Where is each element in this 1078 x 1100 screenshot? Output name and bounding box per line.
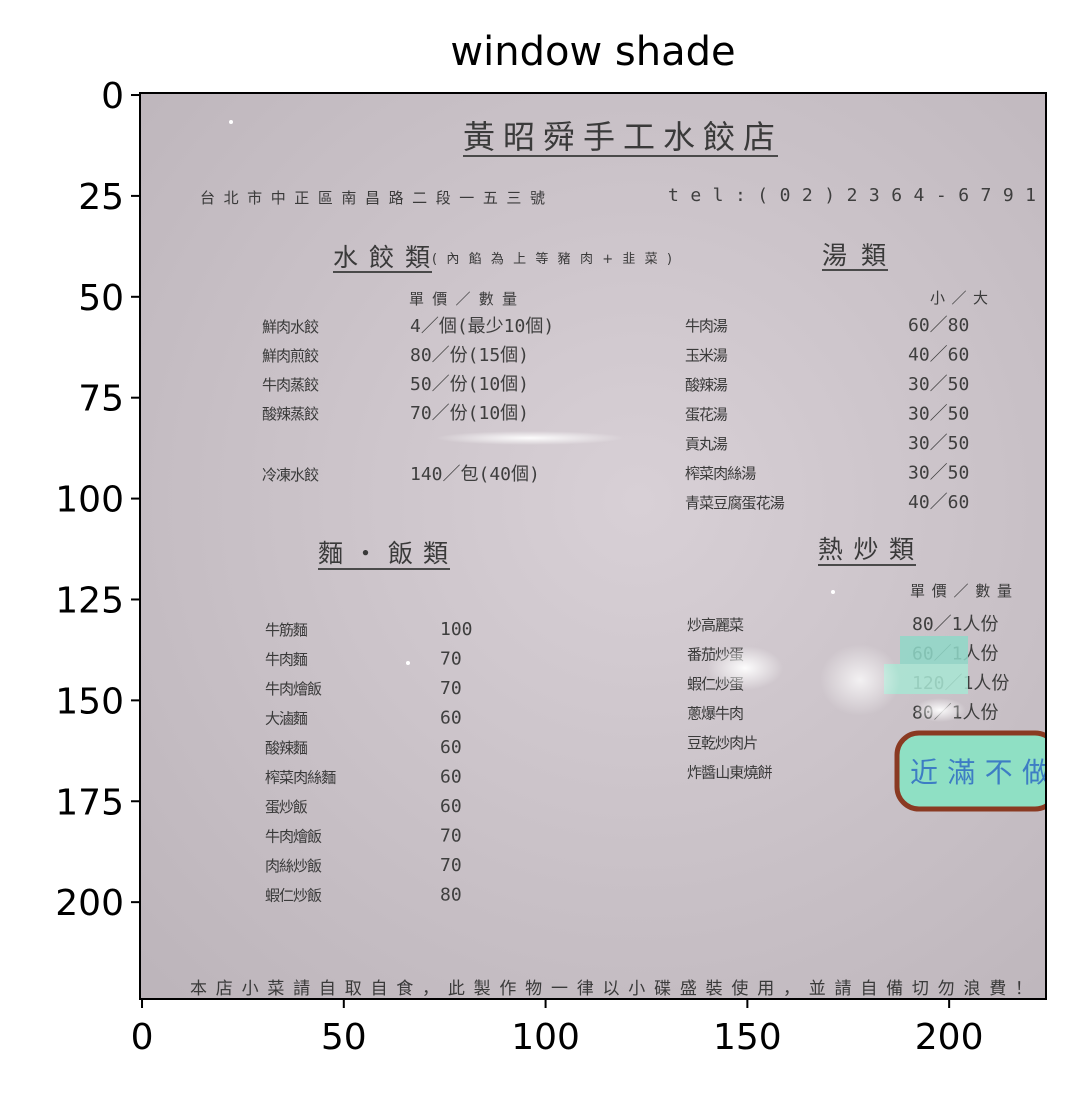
x-tick-label: 100: [511, 1017, 580, 1058]
menu-item-price: 100: [440, 619, 473, 640]
y-tick-label: 25: [78, 177, 124, 218]
menu-item-price: 30／50: [908, 404, 969, 425]
menu-item-name: 酸辣蒸餃: [262, 405, 319, 423]
y-tick-label: 75: [78, 379, 124, 420]
menu-item-price: 80／份(15個): [410, 345, 529, 366]
menu-item-price: 70／份(10個): [410, 403, 529, 424]
price-patch: [900, 636, 968, 664]
glare-spot: [820, 644, 900, 716]
menu-item-price: 70: [440, 678, 462, 699]
sign-footer: 本店小菜請自取自食，此製作物一律以小碟盛裝使用，並請自備切勿浪費！: [190, 978, 1032, 999]
soup-list: 牛肉湯 60／80 玉米湯 40／60 酸辣湯 30／50 蛋花湯 30／50 貢丸湯 30／50…: [685, 315, 969, 513]
menu-item-name: 豆乾炒肉片: [687, 734, 758, 752]
y-tick-label: 200: [55, 883, 124, 924]
y-tick-label: 125: [55, 580, 124, 621]
x-tick-label: 50: [321, 1017, 367, 1058]
stirfry-col-header: 單價／數量: [910, 582, 1012, 600]
menu-item-price: 40／60: [908, 345, 969, 366]
menu-item-name: 炒高麗菜: [687, 616, 744, 634]
menu-item-name: 鮮肉煎餃: [262, 347, 319, 365]
x-tick-label: 150: [713, 1017, 782, 1058]
menu-item-price: 60: [440, 737, 462, 758]
menu-item-price: 30／50: [908, 433, 969, 454]
menu-item-price: 50／份(10個): [410, 374, 529, 395]
glare-dot: [406, 661, 410, 665]
y-tick-label: 0: [101, 76, 124, 117]
y-tick-label: 50: [78, 278, 124, 319]
menu-item-name: 酸辣麵: [265, 739, 308, 757]
menu-item-price: 60: [440, 796, 462, 817]
menu-item-name: 酸辣湯: [685, 376, 728, 394]
glare-dot: [831, 590, 835, 594]
noodle-list: 牛筋麵 100 牛肉麵 70 牛肉燴飯 70 大滷麵 60 酸辣麵 60 榨菜肉絲麵 60 蛋炒飯 60 牛…: [265, 619, 473, 906]
dumpling-list: 鮮肉水餃 4／個(最少10個) 鮮肉煎餃 80／份(15個) 牛肉蒸餃 50／份(10個)…: [262, 316, 554, 485]
menu-item-price: 70: [440, 826, 462, 847]
menu-item-name: 玉米湯: [685, 347, 728, 365]
menu-item-name: 蝦仁炒飯: [265, 887, 322, 905]
menu-item-price: 80／1人份: [912, 614, 999, 635]
menu-item-name: 蛋花湯: [685, 406, 728, 424]
menu-item-name: 牛肉麵: [265, 651, 308, 669]
menu-item-price: 60: [440, 767, 462, 788]
glare-spot: [435, 431, 625, 445]
menu-item-name: 大滷麵: [265, 710, 308, 728]
menu-item-price: 80: [440, 885, 462, 906]
menu-item-name: 炸醬山東燒餅: [687, 764, 773, 782]
menu-item-name: 青菜豆腐蛋花湯: [685, 494, 785, 512]
menu-item-price: 60: [440, 708, 462, 729]
y-tick-label: 175: [55, 782, 124, 823]
x-tick-label: 0: [131, 1017, 154, 1058]
handwritten-note-box: [894, 730, 1046, 812]
glare-spot: [707, 646, 783, 690]
y-tick-label: 150: [55, 681, 124, 722]
menu-item-name: 牛肉湯: [685, 317, 728, 335]
chart-title: window shade: [450, 29, 735, 75]
menu-item-name: 牛肉燴飯: [265, 680, 322, 698]
glare-dot: [229, 120, 233, 124]
menu-item-name: 牛筋麵: [265, 621, 308, 639]
menu-item-name: 冷凍水餃: [262, 466, 319, 484]
menu-item-price: 4／個(最少10個): [410, 316, 554, 337]
menu-item-name: 蔥爆牛肉: [687, 705, 744, 723]
shop-phone: tel:(02)2364-6791: [668, 185, 1036, 206]
dumplings-col-header: 單價／數量: [409, 290, 517, 308]
menu-item-price: 30／50: [908, 374, 969, 395]
glare-spot: [914, 698, 966, 722]
menu-item-price: 70: [440, 649, 462, 670]
menu-item-price: 70: [440, 855, 462, 876]
image-area: 黃昭舜手工水餃店 台北市中正區南昌路二段一五三號 tel:(02)2364-67…: [140, 93, 1046, 999]
y-axis: 0 25 50 75 100 125 150 175 200: [55, 76, 140, 924]
axes-frame: [139, 92, 1047, 1000]
menu-item-price: 40／60: [908, 492, 969, 513]
paper-background: [140, 93, 1046, 999]
menu-item-price: 140／包(40個): [410, 464, 540, 485]
x-tick-label: 200: [915, 1017, 984, 1058]
menu-item-name: 貢丸湯: [685, 435, 728, 453]
menu-item-price: 30／50: [908, 463, 969, 484]
menu-item-name: 牛肉蒸餃: [262, 376, 319, 394]
stirfry-heading: 熱炒類: [818, 535, 914, 564]
shop-address: 台北市中正區南昌路二段一五三號: [200, 189, 545, 207]
menu-item-name: 牛肉燴飯: [265, 828, 322, 846]
soups-col-header: 小／大: [930, 289, 988, 307]
y-tick-label: 100: [55, 480, 124, 521]
dumplings-heading: 水餃類: [333, 243, 430, 272]
menu-item-price: 60／80: [908, 315, 969, 336]
menu-item-name: 榨菜肉絲湯: [685, 465, 756, 483]
menu-item-name: 蛋炒飯: [265, 798, 308, 816]
menu-item-name: 榨菜肉絲麵: [265, 769, 336, 787]
x-axis: 0 50 100 150 200: [131, 999, 984, 1058]
menu-item-name: 肉絲炒飯: [265, 857, 322, 875]
menu-item-name: 鮮肉水餃: [262, 318, 319, 336]
